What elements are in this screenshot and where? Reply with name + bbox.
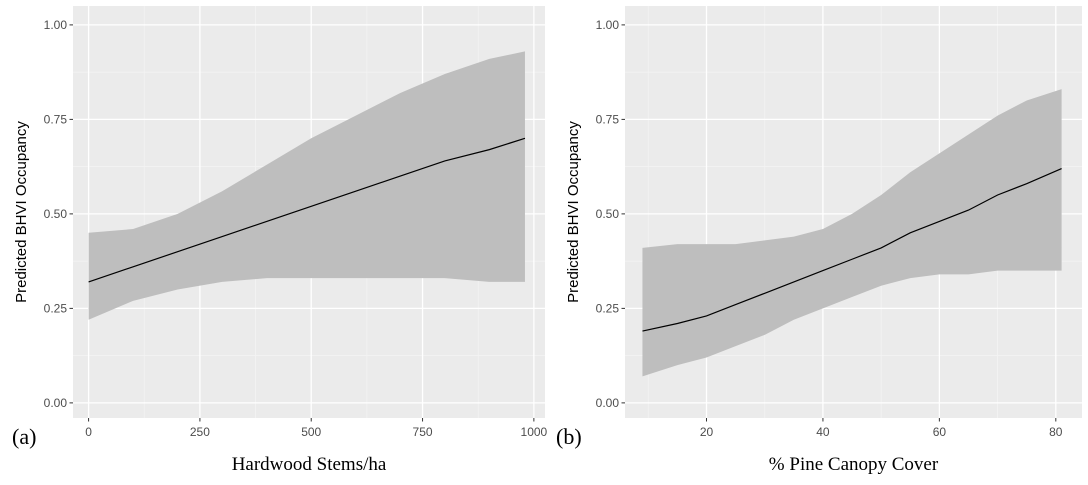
- y-tick-label: 1.00: [596, 18, 620, 32]
- confidence-band: [88, 51, 525, 320]
- panel-label: (b): [556, 424, 582, 449]
- x-tick-label: 40: [816, 425, 830, 439]
- x-tick-label: 0: [85, 425, 92, 439]
- x-tick-label: 500: [301, 425, 321, 439]
- y-tick-label: 0.50: [596, 207, 620, 221]
- fitted-line: [88, 137, 526, 283]
- y-tick-label: 0.00: [596, 396, 620, 410]
- x-tick-label: 250: [190, 425, 210, 439]
- y-tick-label: 0.00: [44, 396, 68, 410]
- y-tick-label: 1.00: [44, 18, 68, 32]
- x-tick-label: 80: [1049, 425, 1063, 439]
- x-tick-label: 60: [933, 425, 947, 439]
- y-tick-label: 0.75: [44, 112, 68, 126]
- panel-a: 0.00 0.25 0.50 0.75 1.00 0 250 500 750 1000 Predic…: [12, 6, 548, 475]
- y-axis-title: Predicted BHVI Occupancy: [565, 121, 582, 303]
- x-tick-label: 1000: [521, 425, 548, 439]
- x-axis-title: Hardwood Stems/ha: [232, 454, 387, 475]
- y-tick-label: 0.75: [596, 112, 620, 126]
- x-axis-title: % Pine Canopy Cover: [769, 454, 939, 475]
- x-tick-label: 750: [413, 425, 433, 439]
- fitted-line: [642, 167, 1062, 332]
- y-tick-label: 0.25: [596, 301, 620, 315]
- x-tick-label: 20: [700, 425, 714, 439]
- y-axis-title: Predicted BHVI Occupancy: [13, 121, 30, 303]
- y-tick-label: 0.50: [44, 207, 68, 221]
- confidence-band: [642, 89, 1062, 377]
- y-tick-label: 0.25: [44, 301, 68, 315]
- panel-label: (a): [12, 424, 36, 449]
- panel-b: 0.00 0.25 0.50 0.75 1.00 20 40 60 80 Predicted BH…: [556, 6, 1082, 475]
